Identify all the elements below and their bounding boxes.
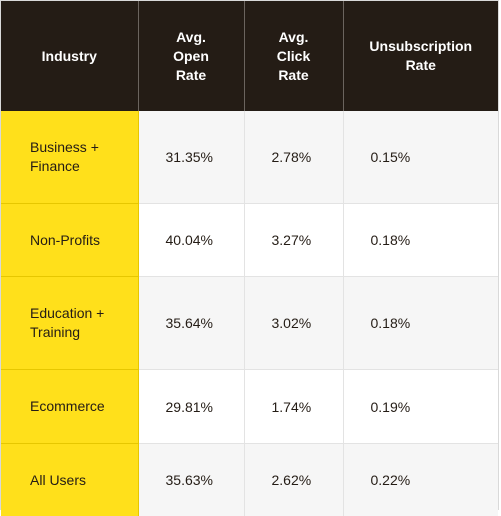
unsubscription-rate-cell: 0.18%: [343, 277, 498, 370]
table-header-row: Industry Avg. Open Rate Avg. Click Rate …: [1, 1, 498, 111]
unsubscription-rate-cell: 0.19%: [343, 370, 498, 444]
unsubscription-rate-cell: 0.18%: [343, 204, 498, 277]
click-rate-cell: 1.74%: [244, 370, 343, 444]
header-industry: Industry: [1, 1, 138, 111]
header-avg-open-rate: Avg. Open Rate: [138, 1, 244, 111]
industry-cell: Business + Finance: [1, 111, 138, 204]
header-unsubscription-rate: Unsubscription Rate: [343, 1, 498, 111]
click-rate-cell: 3.27%: [244, 204, 343, 277]
table-row: Education + Training 35.64% 3.02% 0.18%: [1, 277, 498, 370]
click-rate-cell: 3.02%: [244, 277, 343, 370]
unsubscription-rate-cell: 0.15%: [343, 111, 498, 204]
open-rate-cell: 35.63%: [138, 444, 244, 516]
table-row: Ecommerce 29.81% 1.74% 0.19%: [1, 370, 498, 444]
unsubscription-rate-cell: 0.22%: [343, 444, 498, 516]
click-rate-cell: 2.78%: [244, 111, 343, 204]
table-row: Non-Profits 40.04% 3.27% 0.18%: [1, 204, 498, 277]
click-rate-cell: 2.62%: [244, 444, 343, 516]
industry-cell: Non-Profits: [1, 204, 138, 277]
industry-cell: Ecommerce: [1, 370, 138, 444]
industry-cell: Education + Training: [1, 277, 138, 370]
open-rate-cell: 40.04%: [138, 204, 244, 277]
table-row: Business + Finance 31.35% 2.78% 0.15%: [1, 111, 498, 204]
table-row: All Users 35.63% 2.62% 0.22%: [1, 444, 498, 516]
industry-cell: All Users: [1, 444, 138, 516]
open-rate-cell: 29.81%: [138, 370, 244, 444]
open-rate-cell: 31.35%: [138, 111, 244, 204]
header-avg-click-rate: Avg. Click Rate: [244, 1, 343, 111]
open-rate-cell: 35.64%: [138, 277, 244, 370]
